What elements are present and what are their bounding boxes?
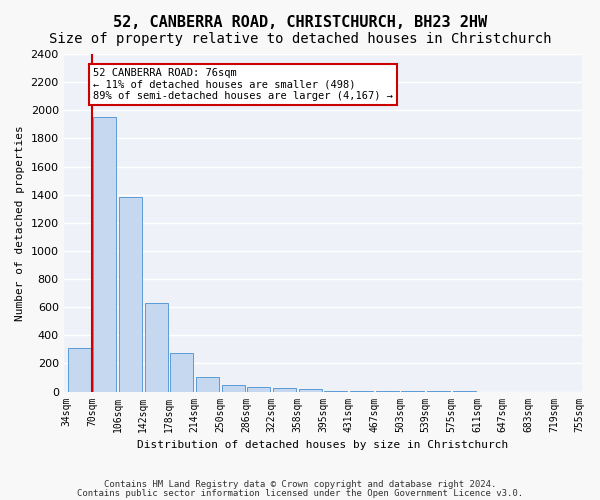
Bar bbox=[68, 348, 91, 392]
Bar bbox=[145, 303, 167, 392]
Text: Contains HM Land Registry data © Crown copyright and database right 2024.: Contains HM Land Registry data © Crown c… bbox=[104, 480, 496, 489]
Bar bbox=[196, 378, 219, 392]
Text: Size of property relative to detached houses in Christchurch: Size of property relative to detached ho… bbox=[49, 32, 551, 46]
Bar bbox=[119, 198, 142, 392]
Bar bbox=[93, 118, 116, 392]
Text: Contains public sector information licensed under the Open Government Licence v3: Contains public sector information licen… bbox=[77, 490, 523, 498]
Bar bbox=[273, 388, 296, 392]
Text: 52, CANBERRA ROAD, CHRISTCHURCH, BH23 2HW: 52, CANBERRA ROAD, CHRISTCHURCH, BH23 2H… bbox=[113, 15, 487, 30]
Bar bbox=[299, 388, 322, 392]
X-axis label: Distribution of detached houses by size in Christchurch: Distribution of detached houses by size … bbox=[137, 440, 509, 450]
Text: 52 CANBERRA ROAD: 76sqm
← 11% of detached houses are smaller (498)
89% of semi-d: 52 CANBERRA ROAD: 76sqm ← 11% of detache… bbox=[93, 68, 393, 102]
Bar bbox=[170, 353, 193, 392]
Bar bbox=[221, 384, 245, 392]
Bar bbox=[324, 391, 347, 392]
Y-axis label: Number of detached properties: Number of detached properties bbox=[15, 125, 25, 320]
Bar bbox=[247, 386, 271, 392]
